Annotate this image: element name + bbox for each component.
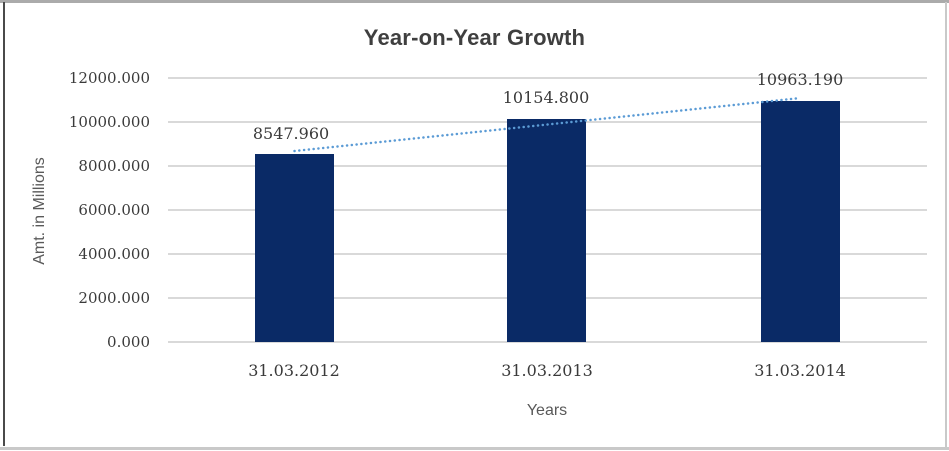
gridline-12000 xyxy=(168,77,927,79)
frame-border-right xyxy=(945,2,947,448)
y-tick-label: 12000.000 xyxy=(68,69,150,87)
y-tick-label: 6000.000 xyxy=(78,201,150,219)
frame-border-bottom xyxy=(0,447,949,450)
y-tick-label: 0.000 xyxy=(107,333,150,351)
y-tick-label: 2000.000 xyxy=(78,289,150,307)
x-tick-label-2012: 31.03.2012 xyxy=(248,361,340,380)
x-tick-label-2014: 31.03.2014 xyxy=(754,361,846,380)
y-axis-title: Amt. in Millions xyxy=(31,157,48,265)
bar-2013 xyxy=(507,119,586,342)
y-tick-label: 4000.000 xyxy=(78,245,150,263)
data-label-2013: 10154.800 xyxy=(502,88,590,107)
x-axis-title: Years xyxy=(526,402,568,419)
frame-border-top xyxy=(0,0,949,3)
y-tick-label: 10000.000 xyxy=(68,113,150,131)
y-tick-label: 8000.000 xyxy=(78,157,150,175)
data-label-2014: 10963.190 xyxy=(756,70,844,89)
frame-border-left xyxy=(3,2,5,446)
bar-2012 xyxy=(255,154,334,342)
bar-2014 xyxy=(761,101,840,342)
data-label-2012: 8547.960 xyxy=(252,124,330,143)
chart-title: Year-on-Year Growth xyxy=(363,25,586,50)
x-tick-label-2013: 31.03.2013 xyxy=(501,361,593,380)
